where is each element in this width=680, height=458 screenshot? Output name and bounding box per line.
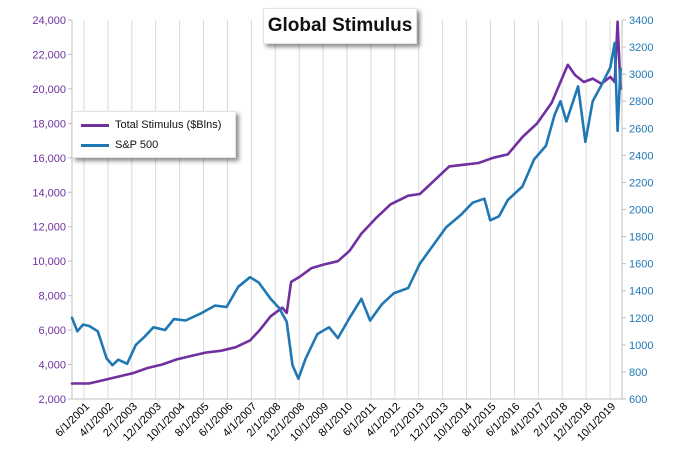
legend-swatch-sp500 xyxy=(81,143,109,147)
y-left-tick-label: 14,000 xyxy=(32,187,66,199)
chart-title: Global Stimulus xyxy=(263,8,417,44)
y-left-tick-label: 18,000 xyxy=(32,118,66,130)
y-right-tick-label: 2600 xyxy=(629,123,653,135)
y-right-tick-label: 1400 xyxy=(629,286,653,298)
y-left-tick-label: 16,000 xyxy=(32,153,66,165)
legend-label-sp500: S&P 500 xyxy=(115,139,159,151)
series-line-total-stimulus xyxy=(70,20,622,385)
legend-entry-sp500: S&P 500 xyxy=(81,138,158,152)
y-right-tick-label: 800 xyxy=(629,367,647,379)
y-left-tick-label: 8,000 xyxy=(38,291,66,303)
y-right-tick-label: 3400 xyxy=(629,15,653,27)
y-left-tick-label: 6,000 xyxy=(38,325,66,337)
y-right-tick-label: 2200 xyxy=(629,177,653,189)
y-right-tick-label: 1200 xyxy=(629,313,653,325)
y-right-tick-label: 3200 xyxy=(629,42,653,54)
y-right-tick-label: 1000 xyxy=(629,340,653,352)
y-right-tick-label: 3000 xyxy=(629,69,653,81)
legend-swatch-total-stimulus xyxy=(81,123,109,127)
y-right-tick-label: 600 xyxy=(629,394,647,406)
y-left-tick-label: 10,000 xyxy=(32,256,66,268)
series-line-sp500 xyxy=(70,41,622,380)
y-left-tick-label: 12,000 xyxy=(32,222,66,234)
y-left-tick-label: 20,000 xyxy=(32,84,66,96)
y-right-tick-label: 2000 xyxy=(629,205,653,217)
legend-entry-total-stimulus: Total Stimulus ($Blns) xyxy=(81,118,221,132)
y-left-tick-label: 4,000 xyxy=(38,360,66,372)
y-left-tick-label: 22,000 xyxy=(32,49,66,61)
y-left-tick-label: 2,000 xyxy=(38,394,66,406)
y-right-tick-label: 1800 xyxy=(629,232,653,244)
y-left-tick-label: 24,000 xyxy=(32,15,66,27)
y-right-tick-label: 2400 xyxy=(629,150,653,162)
chart-legend: Total Stimulus ($Blns) S&P 500 xyxy=(72,111,236,158)
y-right-tick-label: 2800 xyxy=(629,96,653,108)
y-right-tick-label: 1600 xyxy=(629,259,653,271)
legend-label-total-stimulus: Total Stimulus ($Blns) xyxy=(115,119,222,131)
